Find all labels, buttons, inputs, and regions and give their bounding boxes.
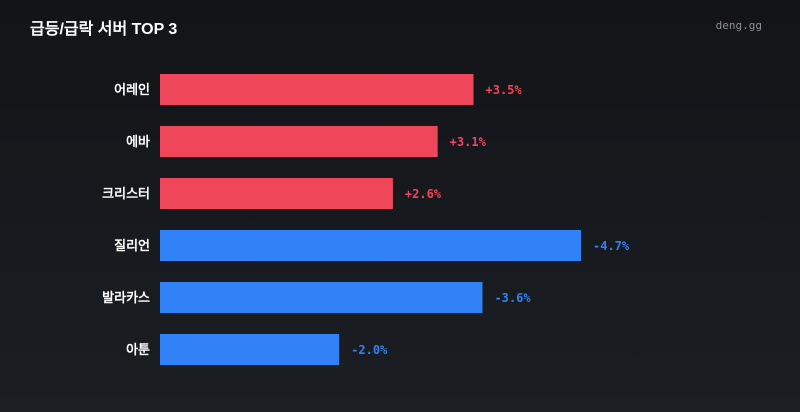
category-label: 발라카스: [102, 290, 150, 305]
category-label: 어레인: [114, 82, 150, 97]
bar: [160, 230, 581, 261]
bar: [160, 178, 393, 209]
category-label: 아툰: [126, 342, 150, 357]
bar: [160, 74, 474, 105]
value-label: -3.6%: [494, 291, 531, 305]
value-label: +3.1%: [450, 135, 487, 149]
value-label: -2.0%: [351, 343, 388, 357]
bar: [160, 334, 340, 365]
bar: [160, 126, 438, 157]
source: deng.gg: [716, 19, 762, 32]
chart-title: 급등/급락 서버 TOP 3: [30, 19, 177, 38]
category-label: 질리언: [114, 238, 150, 253]
bar: [160, 282, 483, 313]
value-label: +2.6%: [405, 187, 442, 201]
category-label: 크리스터: [102, 186, 150, 201]
category-label: 에바: [126, 134, 150, 149]
value-label: +3.5%: [486, 83, 523, 97]
value-label: -4.7%: [593, 239, 630, 253]
